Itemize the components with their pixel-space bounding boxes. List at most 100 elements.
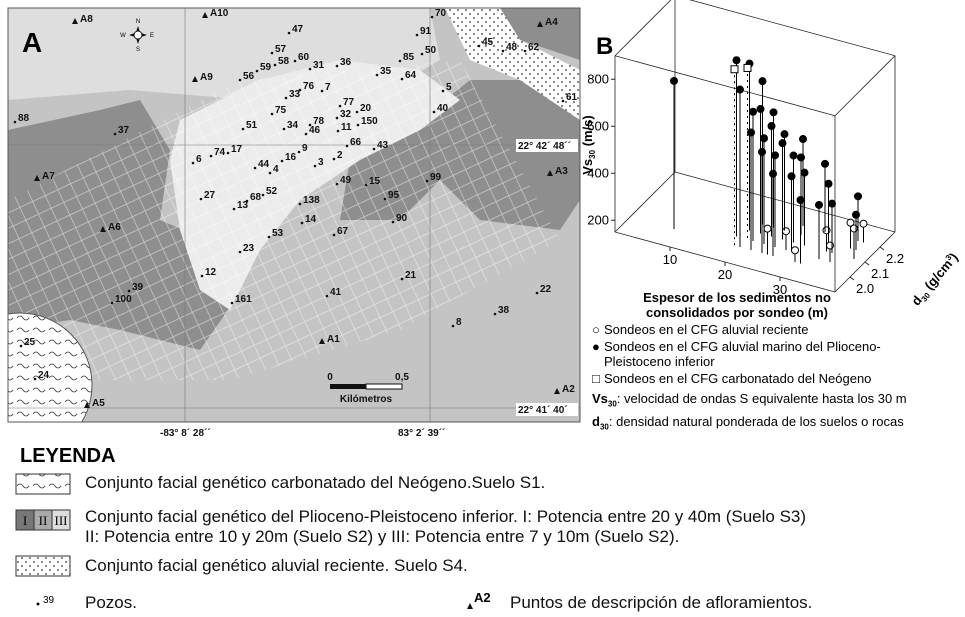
x-axis-label: Espesor de los sedimentos no consolidado…	[643, 290, 831, 320]
coordinate: 83° 2´ 39´´	[398, 428, 445, 439]
x-tick-label: 10	[663, 252, 677, 267]
well-label: 37	[118, 125, 130, 136]
well-dot	[501, 49, 505, 53]
well-label: 33	[289, 89, 301, 100]
well-dot	[383, 197, 387, 201]
well-dot	[209, 154, 213, 158]
well-dot	[241, 127, 245, 131]
outcrop-marker	[547, 170, 553, 176]
scale-label: 0	[327, 372, 333, 383]
well-dot	[375, 73, 379, 77]
legend-title: LEYENDA	[20, 445, 116, 467]
well-dot	[332, 157, 336, 161]
well-label: 23	[243, 243, 255, 254]
note-part: : velocidad de ondas S equivalente hasta…	[616, 391, 907, 406]
map-frame	[7, 7, 581, 423]
point	[747, 128, 755, 137]
well-label: 13	[237, 200, 249, 211]
note-part: Vs	[592, 391, 608, 406]
well-dot	[493, 312, 497, 316]
well-dot	[13, 120, 17, 124]
well-dot	[332, 233, 336, 237]
well-dot	[335, 64, 339, 68]
point	[800, 168, 809, 177]
point	[756, 104, 765, 113]
legend-text: Puntos de descripción de afloramientos.	[510, 593, 813, 612]
well-dot	[398, 59, 402, 63]
well-dot	[345, 144, 349, 148]
well-label: 52	[266, 186, 278, 197]
legend-entry: □ Sondeos en el CFG carbonatado del Neóge…	[592, 371, 892, 386]
well-dot	[245, 199, 249, 203]
well-dot	[320, 89, 324, 93]
point	[787, 172, 796, 181]
well-label: 57	[275, 44, 287, 55]
well-dot	[432, 110, 436, 114]
well-label: 45	[482, 37, 494, 48]
scale-bar	[330, 383, 403, 390]
well-label: 61	[566, 92, 578, 103]
well-label: 38	[498, 305, 510, 316]
well-dot	[270, 51, 274, 55]
note-part: : densidad natural ponderada de los suel…	[608, 413, 904, 429]
legend-label: Sondeos en el CFG aluvial marino del Pli…	[604, 339, 881, 369]
outcrop-marker	[554, 388, 560, 394]
point	[859, 219, 868, 228]
box-edge	[614, 0, 672, 57]
well-dot	[230, 301, 234, 305]
outcrop-label: A8	[80, 14, 93, 25]
legend-entry: ● Sondeos en el CFG aluvial marino del Pl…	[592, 339, 892, 369]
swatch-label: I	[23, 513, 27, 528]
well-label: 6	[196, 154, 202, 165]
point	[736, 85, 744, 94]
well-dot	[415, 33, 419, 37]
legend-marker: □	[592, 371, 600, 386]
outcrop-marker	[319, 338, 325, 344]
well-dot	[261, 193, 265, 197]
well-label: 161	[235, 294, 252, 305]
well-dot	[325, 294, 329, 298]
note-part: 30	[599, 422, 609, 432]
well-dot	[372, 147, 376, 151]
outcrop-label: A2	[562, 384, 575, 395]
well-label: 85	[403, 52, 415, 63]
well-dot	[355, 110, 359, 114]
point	[797, 153, 805, 162]
well-label: 88	[18, 113, 30, 124]
well-label: 48	[506, 42, 518, 53]
well-label: 39	[132, 282, 144, 293]
well-dot	[335, 116, 339, 120]
well-label: 11	[341, 122, 352, 133]
z-axis-label-part: (m/s)	[580, 115, 595, 150]
map	[8, 8, 580, 422]
well-label: 150	[361, 116, 378, 127]
y-axis-label: d30 (g/cm3)	[908, 250, 962, 310]
point	[743, 63, 752, 72]
well-label: 41	[330, 287, 342, 298]
legend-label: Sondeos en el CFG carbonatado del Neógen…	[604, 371, 872, 386]
well-label: 32	[340, 109, 352, 120]
note: d30: densidad natural ponderada de los s…	[592, 414, 964, 432]
legend-entry: ○ Sondeos en el CFG aluvial reciente	[592, 322, 892, 337]
well-label: 22	[540, 284, 552, 295]
well-label: 59	[260, 62, 272, 73]
well-label: 47	[292, 24, 304, 35]
well-label: 50	[425, 45, 437, 56]
well-label: 60	[298, 52, 310, 63]
well-label: 17	[231, 144, 243, 155]
outcrop-marker	[84, 402, 90, 408]
swatch-label: II	[39, 513, 48, 528]
well-dot	[400, 277, 404, 281]
legend-text: Pozos.	[85, 593, 137, 612]
well-dot	[270, 112, 274, 116]
well-label: 68	[250, 192, 262, 203]
well-label: 4	[273, 164, 279, 175]
well-label: 35	[380, 66, 392, 77]
well-dot	[364, 183, 368, 187]
well-label: 12	[205, 267, 217, 278]
legend-swatch	[15, 473, 71, 495]
point	[763, 224, 772, 233]
well-dot	[297, 150, 301, 154]
point	[732, 56, 741, 65]
point	[791, 246, 799, 255]
